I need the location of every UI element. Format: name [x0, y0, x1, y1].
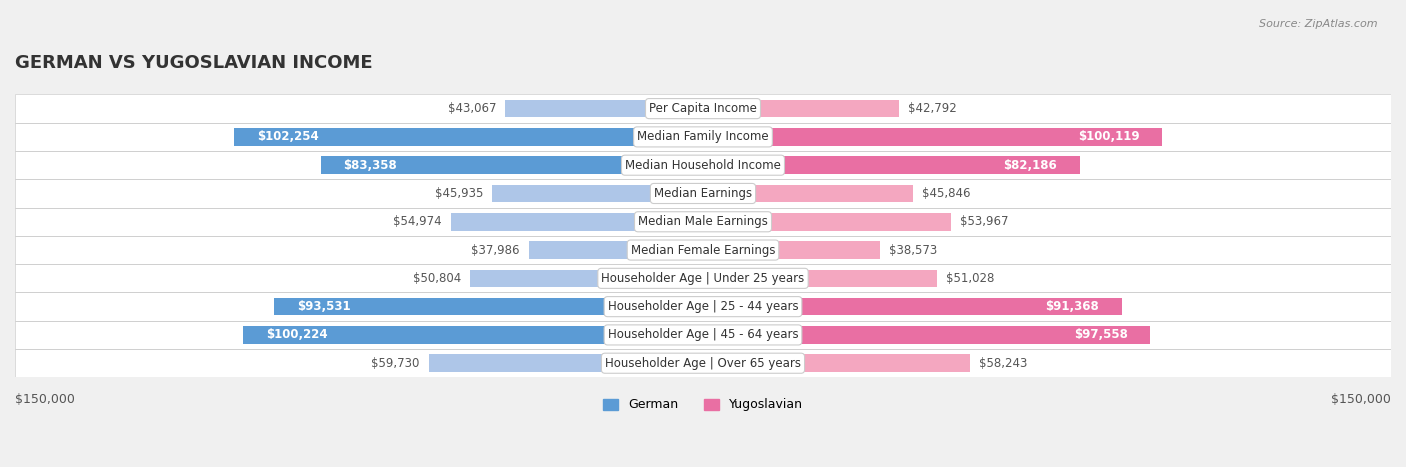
Text: $45,846: $45,846: [922, 187, 972, 200]
Bar: [529, 241, 703, 259]
Text: $91,368: $91,368: [1046, 300, 1099, 313]
FancyBboxPatch shape: [15, 208, 1391, 236]
FancyBboxPatch shape: [15, 264, 1391, 292]
Text: $38,573: $38,573: [889, 244, 938, 256]
FancyBboxPatch shape: [15, 236, 1391, 264]
Bar: [506, 100, 703, 117]
Bar: [703, 241, 880, 259]
Text: $102,254: $102,254: [257, 130, 319, 143]
Text: Median Female Earnings: Median Female Earnings: [631, 244, 775, 256]
Bar: [451, 213, 703, 231]
Text: $51,028: $51,028: [946, 272, 994, 285]
Text: Householder Age | 25 - 44 years: Householder Age | 25 - 44 years: [607, 300, 799, 313]
Bar: [429, 354, 703, 372]
Bar: [492, 185, 703, 202]
Text: Median Family Income: Median Family Income: [637, 130, 769, 143]
Text: $150,000: $150,000: [1331, 393, 1391, 406]
Text: $54,974: $54,974: [394, 215, 441, 228]
Text: $100,119: $100,119: [1077, 130, 1139, 143]
FancyBboxPatch shape: [15, 179, 1391, 208]
Text: Median Earnings: Median Earnings: [654, 187, 752, 200]
Bar: [703, 298, 1122, 315]
FancyBboxPatch shape: [15, 151, 1391, 179]
Bar: [703, 326, 1150, 344]
Bar: [321, 156, 703, 174]
Text: GERMAN VS YUGOSLAVIAN INCOME: GERMAN VS YUGOSLAVIAN INCOME: [15, 54, 373, 72]
Text: $59,730: $59,730: [371, 357, 420, 370]
Text: Householder Age | 45 - 64 years: Householder Age | 45 - 64 years: [607, 328, 799, 341]
Text: Median Male Earnings: Median Male Earnings: [638, 215, 768, 228]
FancyBboxPatch shape: [15, 349, 1391, 377]
FancyBboxPatch shape: [15, 321, 1391, 349]
Text: $37,986: $37,986: [471, 244, 520, 256]
Bar: [703, 156, 1080, 174]
Text: Householder Age | Under 25 years: Householder Age | Under 25 years: [602, 272, 804, 285]
Bar: [703, 269, 936, 287]
Bar: [243, 326, 703, 344]
Bar: [703, 185, 914, 202]
Text: $53,967: $53,967: [960, 215, 1008, 228]
Text: $43,067: $43,067: [447, 102, 496, 115]
Bar: [470, 269, 703, 287]
Bar: [703, 100, 900, 117]
FancyBboxPatch shape: [15, 94, 1391, 123]
FancyBboxPatch shape: [15, 292, 1391, 321]
Text: $83,358: $83,358: [343, 159, 398, 172]
Bar: [233, 128, 703, 146]
Text: $50,804: $50,804: [412, 272, 461, 285]
Bar: [703, 213, 950, 231]
Bar: [703, 354, 970, 372]
Bar: [274, 298, 703, 315]
Text: $97,558: $97,558: [1074, 328, 1128, 341]
Text: Median Household Income: Median Household Income: [626, 159, 780, 172]
Legend: German, Yugoslavian: German, Yugoslavian: [599, 393, 807, 417]
Text: $150,000: $150,000: [15, 393, 75, 406]
Text: $93,531: $93,531: [297, 300, 350, 313]
Text: $100,224: $100,224: [266, 328, 328, 341]
Text: Householder Age | Over 65 years: Householder Age | Over 65 years: [605, 357, 801, 370]
Text: Source: ZipAtlas.com: Source: ZipAtlas.com: [1260, 19, 1378, 28]
Text: $58,243: $58,243: [980, 357, 1028, 370]
Bar: [703, 128, 1163, 146]
Text: $82,186: $82,186: [1004, 159, 1057, 172]
Text: Per Capita Income: Per Capita Income: [650, 102, 756, 115]
FancyBboxPatch shape: [15, 123, 1391, 151]
Text: $42,792: $42,792: [908, 102, 957, 115]
Text: $45,935: $45,935: [434, 187, 484, 200]
